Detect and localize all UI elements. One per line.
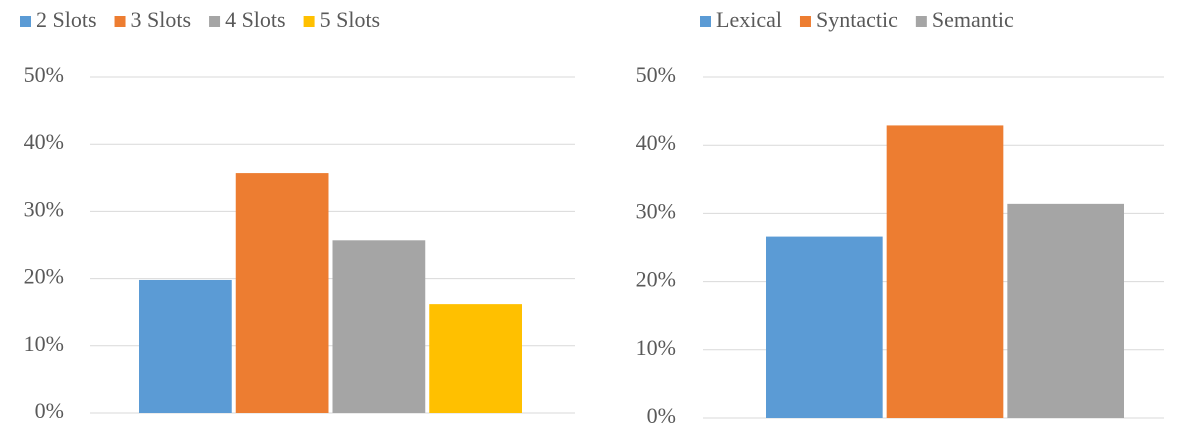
bar bbox=[235, 173, 329, 413]
y-tick-label: 30% bbox=[24, 196, 64, 221]
legend-label: Semantic bbox=[932, 7, 1014, 32]
bar bbox=[886, 125, 1004, 418]
legend-label: 2 Slots bbox=[36, 7, 97, 32]
legend-swatch bbox=[209, 16, 221, 27]
legend-swatch bbox=[303, 16, 315, 27]
bar bbox=[766, 236, 883, 418]
legend-swatch bbox=[114, 16, 126, 27]
bar bbox=[1007, 203, 1124, 418]
legend-swatch bbox=[799, 16, 811, 27]
bar bbox=[332, 240, 426, 413]
legend-label: 4 Slots bbox=[225, 7, 286, 32]
y-tick-label: 20% bbox=[24, 264, 64, 289]
legend-swatch bbox=[20, 16, 31, 27]
y-tick-label: 10% bbox=[24, 331, 64, 356]
y-tick-label: 40% bbox=[636, 130, 676, 155]
y-tick-label: 10% bbox=[636, 335, 676, 360]
bar bbox=[139, 279, 232, 413]
legend-label: Lexical bbox=[716, 7, 782, 32]
y-tick-label: 0% bbox=[647, 403, 676, 428]
legend-label: Syntactic bbox=[816, 7, 898, 32]
y-tick-label: 50% bbox=[24, 62, 64, 87]
legend-swatch bbox=[700, 16, 711, 27]
y-tick-label: 40% bbox=[24, 129, 64, 154]
legend-label: 5 Slots bbox=[320, 7, 381, 32]
bar bbox=[429, 304, 522, 413]
y-tick-label: 50% bbox=[636, 62, 676, 87]
legend-swatch bbox=[915, 16, 927, 27]
y-tick-label: 30% bbox=[636, 198, 676, 223]
y-tick-label: 20% bbox=[636, 267, 676, 292]
legend-label: 3 Slots bbox=[131, 7, 192, 32]
y-tick-label: 0% bbox=[35, 398, 64, 423]
